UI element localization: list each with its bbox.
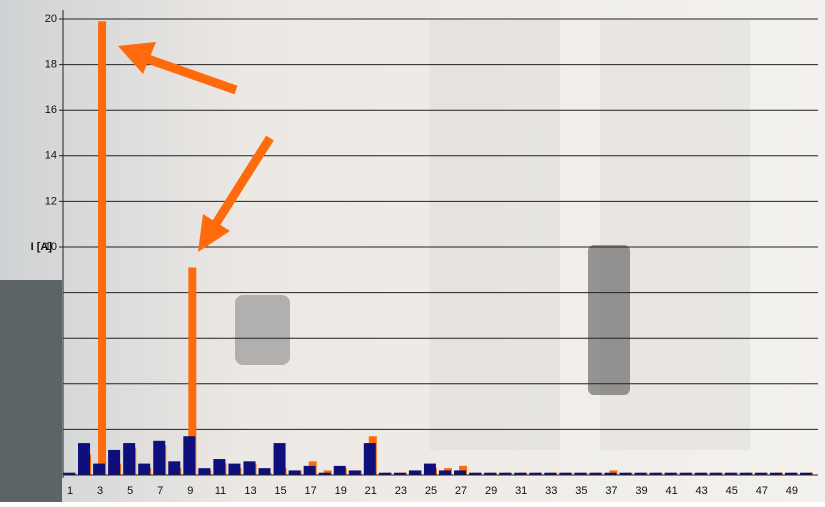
- x-tick-label: 15: [274, 485, 286, 497]
- bar: [393, 472, 406, 475]
- bar: [529, 472, 542, 475]
- bar: [649, 472, 662, 475]
- x-tick-label: 49: [786, 485, 798, 497]
- y-tick-label: 14: [45, 150, 57, 162]
- y-tick-label: 10: [45, 241, 57, 253]
- y-tick-label: 16: [45, 104, 57, 116]
- bar: [63, 472, 75, 475]
- photo-cabinet: [0, 280, 62, 502]
- x-tick-label: 23: [395, 485, 407, 497]
- y-axis-label: I [A]: [31, 241, 53, 253]
- bar: [258, 468, 271, 475]
- bar: [288, 470, 301, 475]
- bar: [408, 470, 421, 475]
- x-tick-label: 13: [244, 485, 256, 497]
- bar: [799, 472, 812, 475]
- bar: [454, 470, 467, 475]
- photo-device: [588, 245, 630, 395]
- y-tick-label: 12: [45, 195, 57, 207]
- bars: [63, 21, 813, 476]
- bar: [574, 472, 587, 475]
- x-tick-label: 19: [335, 485, 347, 497]
- x-tick-label: 3: [97, 485, 103, 497]
- x-tick-label: 7: [157, 485, 163, 497]
- x-tick-label: 45: [726, 485, 738, 497]
- bar: [469, 472, 482, 475]
- bar: [604, 472, 617, 475]
- x-tick-label: 1: [67, 485, 73, 497]
- bar: [303, 465, 316, 475]
- bar: [273, 443, 286, 475]
- x-tick-label: 25: [425, 485, 437, 497]
- bar: [93, 463, 106, 475]
- bar: [739, 472, 752, 475]
- bar: [333, 465, 346, 475]
- grid: [59, 18, 818, 430]
- bar: [784, 472, 797, 475]
- photo-panel: [430, 20, 560, 450]
- x-tick-label: 5: [127, 485, 133, 497]
- x-tick-label: 21: [365, 485, 377, 497]
- photo-device: [235, 295, 290, 365]
- x-tick-label: 27: [455, 485, 467, 497]
- x-tick-label: 43: [696, 485, 708, 497]
- bar: [318, 472, 331, 475]
- bar: [544, 472, 557, 475]
- x-tick-label: 35: [575, 485, 587, 497]
- bar: [724, 472, 737, 475]
- x-tick-label: 9: [187, 485, 193, 497]
- bar: [499, 472, 512, 475]
- x-tick-label: 31: [515, 485, 527, 497]
- bar: [188, 267, 197, 475]
- bar: [439, 470, 451, 475]
- x-tick-label: 41: [665, 485, 677, 497]
- x-tick-label: 17: [305, 485, 317, 497]
- bar: [664, 472, 677, 475]
- x-tick-label: 39: [635, 485, 647, 497]
- bar: [153, 440, 166, 475]
- y-tick-label: 20: [45, 13, 57, 25]
- bar: [168, 461, 181, 475]
- bar: [228, 463, 241, 475]
- bar: [363, 443, 376, 475]
- bar: [589, 472, 602, 475]
- bar: [348, 470, 361, 475]
- bar: [634, 472, 647, 475]
- bar: [694, 472, 707, 475]
- bar: [108, 449, 121, 475]
- bar: [183, 436, 196, 475]
- bar: [559, 472, 572, 475]
- bar: [709, 472, 722, 475]
- bar: [123, 443, 136, 475]
- bar: [198, 468, 211, 475]
- bar: [78, 443, 91, 475]
- x-tick-label: 47: [756, 485, 768, 497]
- bar: [138, 463, 151, 475]
- bar: [619, 472, 632, 475]
- x-tick-label: 11: [215, 485, 226, 497]
- bar: [754, 472, 767, 475]
- bar: [213, 459, 226, 475]
- bar: [243, 461, 256, 475]
- x-tick-label: 29: [485, 485, 497, 497]
- bar: [378, 472, 391, 475]
- bar: [514, 472, 527, 475]
- bar: [679, 472, 692, 475]
- y-tick-label: 18: [45, 59, 57, 71]
- bar: [98, 21, 107, 476]
- arrow: [118, 42, 274, 252]
- x-tick-label: 33: [545, 485, 557, 497]
- bar: [484, 472, 497, 475]
- bar: [769, 472, 782, 475]
- x-tick-label: 37: [605, 485, 617, 497]
- bar: [423, 463, 436, 475]
